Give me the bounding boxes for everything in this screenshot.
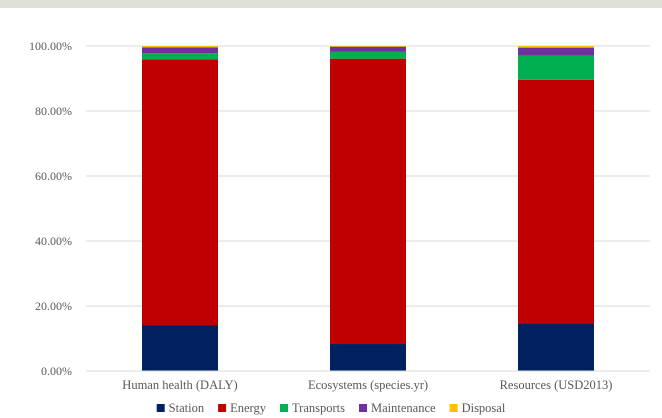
bar-segment-energy xyxy=(330,58,406,345)
bar-segment-maintenance xyxy=(518,47,594,56)
bar-segment-transports xyxy=(518,55,594,80)
x-category-label: Resources (USD2013) xyxy=(500,378,613,392)
bar-segment-transports xyxy=(330,51,406,59)
y-tick-label: 20.00% xyxy=(35,299,72,313)
legend-label: Energy xyxy=(230,401,267,415)
bar-segment-station xyxy=(518,323,594,371)
legend-swatch xyxy=(449,404,458,412)
x-category-label: Human health (DALY) xyxy=(122,378,237,392)
legend-label: Maintenance xyxy=(371,401,436,415)
y-tick-label: 80.00% xyxy=(35,104,72,118)
bar-segment-energy xyxy=(518,79,594,324)
bar-segment-maintenance xyxy=(330,46,406,52)
bar-segment-energy xyxy=(142,59,218,326)
legend-label: Transports xyxy=(292,401,345,415)
bar-segment-transports xyxy=(142,53,218,60)
legend-label: Disposal xyxy=(462,401,506,415)
bar-segment-station xyxy=(142,325,218,371)
top-divider xyxy=(0,0,662,8)
legend: Station Energy Transports Maintenance Dispos… xyxy=(156,401,506,415)
legend-label: Station xyxy=(169,401,205,415)
bar-segment-maintenance xyxy=(142,47,218,54)
legend-swatch xyxy=(279,404,288,412)
x-category-label: Ecosystems (species.yr) xyxy=(308,378,428,392)
y-tick-label: 40.00% xyxy=(35,234,72,248)
legend-swatch xyxy=(156,404,165,412)
x-axis: Human health (DALY) Ecosystems (species.y… xyxy=(86,370,650,392)
y-tick-label: 60.00% xyxy=(35,169,72,183)
bar-segment-disposal xyxy=(142,46,218,48)
legend-swatch xyxy=(218,404,227,412)
bars xyxy=(142,46,594,371)
legend-swatch xyxy=(359,404,368,412)
legend-item-station: Station xyxy=(156,401,205,415)
bar-segment-disposal xyxy=(518,46,594,48)
legend-item-maintenance: Maintenance xyxy=(359,401,436,415)
y-tick-label: 0.00% xyxy=(41,364,72,378)
bar-segment-station xyxy=(330,344,406,371)
y-axis-ticks: 0.00% 20.00% 40.00% 60.00% 80.00% 100.00% xyxy=(29,39,72,378)
bar-segment-disposal xyxy=(330,46,406,47)
legend-item-energy: Energy xyxy=(218,401,267,415)
legend-item-transports: Transports xyxy=(279,401,345,415)
y-tick-label: 100.00% xyxy=(29,39,72,53)
legend-item-disposal: Disposal xyxy=(449,401,506,415)
